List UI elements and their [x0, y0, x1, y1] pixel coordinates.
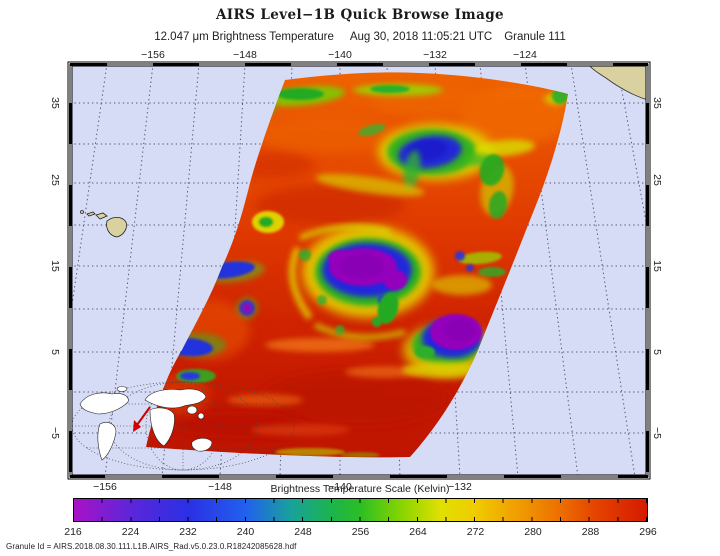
- storm-location-arrow: [133, 406, 151, 432]
- colorbar-tick-label: 280: [524, 526, 542, 538]
- lon-tick-bottom: −156: [93, 481, 117, 493]
- lat-tick-left: 5: [49, 349, 61, 355]
- datetime-label: Aug 30, 2018 11:05:21 UTC: [349, 31, 493, 43]
- colorbar-title: Brightness Temperature Scale (Kelvin): [270, 483, 450, 495]
- colorbar-tick-label: 224: [121, 526, 140, 538]
- lon-tick-bottom: −140: [328, 481, 352, 493]
- lon-tick-bottom: −148: [208, 481, 232, 493]
- world-locator-inset: [71, 381, 295, 471]
- lon-tick-top: −124: [513, 49, 537, 61]
- granule-label: Granule 111: [504, 31, 566, 43]
- lon-tick-top: −140: [328, 49, 352, 61]
- colorbar-tick-label: 232: [179, 526, 197, 538]
- colorbar-tick-label: 248: [294, 526, 312, 538]
- lat-tick-left: 25: [49, 174, 61, 186]
- lat-tick-right: 35: [651, 97, 663, 109]
- lat-tick-left: 35: [49, 97, 61, 109]
- lat-tick-right: 5: [651, 349, 663, 355]
- colorbar-ticks-top: [74, 499, 647, 503]
- colorbar-tick-label: 240: [236, 526, 255, 538]
- granule-id-text: Granule Id = AIRS.2018.08.30.111.L1B.AIR…: [6, 542, 297, 551]
- hawaii-islands: [80, 210, 127, 238]
- figure-subtitle: 12.047 μm Brightness Temperature Aug 30, …: [0, 31, 720, 43]
- lon-tick-bottom: −132: [448, 481, 472, 493]
- lon-tick-top: −148: [233, 49, 257, 61]
- inset-continents: [79, 386, 213, 461]
- lat-tick-right: −5: [651, 427, 663, 439]
- lon-tick-top: −132: [423, 49, 447, 61]
- north-america-coast: [589, 65, 648, 101]
- lat-tick-right: 25: [651, 174, 663, 186]
- colorbar-ticks-bottom: [74, 517, 647, 521]
- colorbar-tick-label: 256: [351, 526, 370, 538]
- colorbar-tick-label: 296: [639, 526, 657, 538]
- colorbar-tick-label: 272: [466, 526, 485, 538]
- colorbar-tick-label: 264: [409, 526, 427, 538]
- plot-frame: [67, 61, 651, 480]
- lon-tick-top: −156: [141, 49, 165, 61]
- wavelength-label: 12.047 μm Brightness Temperature: [154, 31, 334, 43]
- lat-tick-left: −5: [49, 427, 61, 439]
- colorbar-tick-label: 288: [581, 526, 600, 538]
- lat-tick-right: 15: [651, 260, 663, 272]
- figure-title: AIRS Level−1B Quick Browse Image: [215, 7, 505, 23]
- lat-tick-left: 15: [49, 260, 61, 272]
- colorbar-tick-label: 216: [64, 526, 82, 538]
